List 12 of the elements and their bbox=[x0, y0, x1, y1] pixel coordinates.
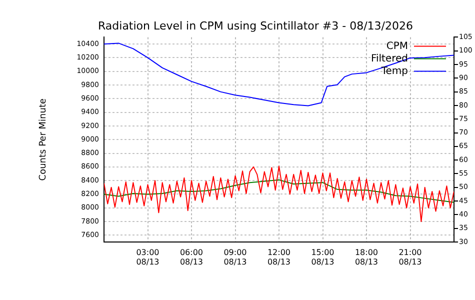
x-tick-label: 03:00 08/13 bbox=[136, 248, 160, 266]
x-tick-label: 06:00 08/13 bbox=[180, 248, 204, 266]
x-tick-label: 09:00 08/13 bbox=[224, 248, 247, 266]
legend-label: Filtered bbox=[370, 53, 408, 64]
x-tick-label: 21:00 08/13 bbox=[398, 248, 422, 266]
y-axis-title: Counts Per Minute bbox=[38, 98, 49, 181]
x-tick-label: 18:00 08/13 bbox=[354, 248, 378, 266]
legend-label: CPM bbox=[386, 40, 408, 52]
x-tick-label: 15:00 08/13 bbox=[311, 248, 334, 266]
chart-title: Radiation Level in CPM using Scintillator #3 - 08/13/2026 bbox=[98, 19, 413, 32]
legend-label: Temp bbox=[380, 66, 408, 77]
x-tick-label: 12:00 08/13 bbox=[267, 248, 291, 266]
